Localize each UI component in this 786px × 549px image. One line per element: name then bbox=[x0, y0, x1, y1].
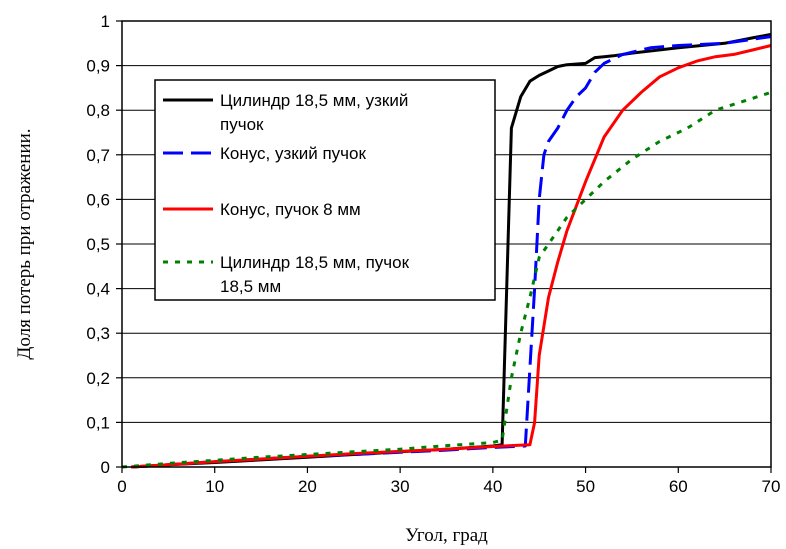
series-line-3 bbox=[121, 90, 772, 469]
y-tick-label-4: 0,4 bbox=[86, 280, 110, 299]
legend-label-1: Конус, узкий пучок bbox=[220, 144, 366, 163]
y-tick-label-0: 0 bbox=[101, 458, 110, 477]
y-tick-label-8: 0,8 bbox=[86, 101, 110, 120]
x-tick-label-0: 0 bbox=[117, 477, 126, 496]
x-axis-label: Угол, град bbox=[405, 525, 488, 546]
y-tick-label-1: 0,1 bbox=[86, 413, 110, 432]
legend-label-0: Цилиндр 18,5 мм, узкий bbox=[220, 91, 408, 110]
y-tick-label-9: 0,9 bbox=[86, 57, 110, 76]
y-tick-label-6: 0,6 bbox=[86, 190, 110, 209]
y-tick-label-7: 0,7 bbox=[86, 146, 110, 165]
y-tick-label-3: 0,3 bbox=[86, 324, 110, 343]
axis-ticks: 00,10,20,30,40,50,60,70,80,910 10 20 30 40 50… bbox=[86, 12, 780, 496]
x-tick-label-4: 40 bbox=[483, 477, 502, 496]
legend-label-3: Цилиндр 18,5 мм, пучок bbox=[220, 253, 410, 272]
x-tick-label-6: 60 bbox=[669, 477, 688, 496]
legend-label-3-cont: 18,5 мм bbox=[220, 277, 281, 296]
x-tick-label-7: 70 bbox=[762, 477, 781, 496]
x-tick-label-5: 50 bbox=[576, 477, 595, 496]
y-tick-label-2: 0,2 bbox=[86, 369, 110, 388]
y-tick-label-10: 1 bbox=[101, 12, 110, 31]
x-tick-label-1: 10 bbox=[205, 477, 224, 496]
legend-label-2: Конус, пучок 8 мм bbox=[220, 200, 361, 219]
y-tick-label-5: 0,5 bbox=[86, 235, 110, 254]
x-tick-label-3: 30 bbox=[391, 477, 410, 496]
legend: Цилиндр 18,5 мм, узкий пучок Конус, узкий … bbox=[154, 79, 496, 301]
legend-label-0-cont: пучок bbox=[220, 115, 264, 134]
y-axis-label: Доля потерь при отражении. bbox=[14, 128, 35, 359]
x-tick-label-2: 20 bbox=[298, 477, 317, 496]
series-line-2 bbox=[131, 44, 772, 469]
series-lines bbox=[121, 32, 772, 469]
